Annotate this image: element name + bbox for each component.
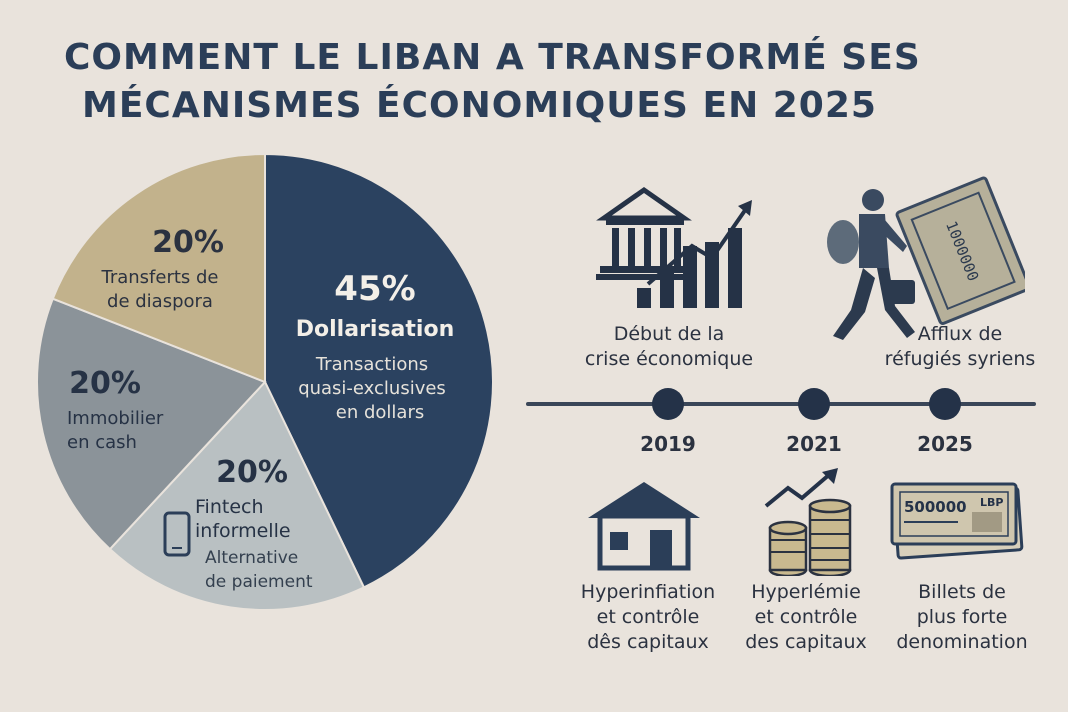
- pie-slice-immobilier: [36, 297, 267, 551]
- year-2021: 2021: [786, 432, 842, 456]
- label-afflux-refugies: Afflux de réfugiés syriens: [870, 322, 1050, 372]
- slice-immobilier-percent: 20%: [69, 366, 141, 401]
- label-hyperlemie-line-2: et contrôle: [754, 606, 858, 628]
- banknotes-icon: 500000 LBP: [890, 482, 1024, 560]
- label-billets-line-2: plus forte: [916, 606, 1008, 628]
- slice-fintech-percent: 20%: [216, 455, 288, 490]
- timeline-dot-2025: [929, 388, 961, 420]
- banknote-currency: LBP: [980, 496, 1003, 509]
- slice-transferts-name-1: Transferts de: [100, 267, 218, 288]
- slice-dollarisation-name: Dollarisation: [296, 317, 454, 342]
- pie-slice-dollarisation: [264, 152, 494, 589]
- label-hyperlemie: Hyperlémie et contrôle des capitaux: [716, 580, 896, 655]
- page-title: COMMENT LE LIBAN A TRANSFORMÉ SES MÉCANI…: [64, 34, 1044, 130]
- slice-immobilier-name-1: Immobilier: [67, 408, 164, 429]
- slice-dollarisation-percent: 45%: [334, 269, 415, 309]
- label-debut-crise-line-2: crise économique: [584, 348, 754, 370]
- label-afflux-line-2: réfugiés syriens: [884, 348, 1036, 370]
- coins-growth-icon: [764, 468, 852, 576]
- slice-fintech-name-2: informelle: [195, 520, 291, 542]
- slice-transferts-percent: 20%: [152, 225, 224, 260]
- label-hyperinflation-line-2: et contrôle: [596, 606, 700, 628]
- title-line-1: COMMENT LE LIBAN A TRANSFORMÉ SES: [64, 37, 921, 78]
- house-icon: [588, 482, 700, 571]
- slice-dollarisation-desc-1: Transactions: [315, 354, 428, 375]
- title-line-2: MÉCANISMES ÉCONOMIQUES EN 2025: [82, 85, 877, 126]
- label-billets-line-1: Billets de: [918, 581, 1006, 603]
- slice-dollarisation-desc-3: en dollars: [336, 402, 424, 423]
- year-2025: 2025: [917, 432, 973, 456]
- label-billets-line-3: denomination: [896, 631, 1028, 653]
- label-afflux-line-1: Afflux de: [917, 323, 1003, 345]
- pie-slice-fintech: [108, 380, 366, 611]
- refugee-icon: 1000000: [827, 176, 1025, 340]
- label-hyperinflation-line-1: Hyperinfiation: [580, 581, 716, 603]
- pie-slices: [36, 152, 494, 611]
- timeline-dot-2021: [798, 388, 830, 420]
- slice-transferts-name-2: de diaspora: [107, 291, 213, 312]
- label-billets: Billets de plus forte denomination: [872, 580, 1052, 655]
- pie-slice-transferts: [51, 152, 266, 384]
- slice-fintech-name-1: Fintech: [195, 496, 264, 518]
- year-2019: 2019: [640, 432, 696, 456]
- slice-immobilier-name-2: en cash: [67, 432, 137, 453]
- phone-icon: [163, 511, 191, 557]
- label-hyperinflation-line-3: dês capitaux: [587, 631, 709, 653]
- bank-growth-icon: [596, 186, 752, 308]
- label-debut-crise-line-1: Début de la: [613, 323, 725, 345]
- timeline-dot-2019: [652, 388, 684, 420]
- label-hyperlemie-line-1: Hyperlémie: [751, 581, 861, 603]
- label-hyperinflation: Hyperinfiation et contrôle dês capitaux: [548, 580, 748, 655]
- slice-fintech-desc-2: de paiement: [205, 572, 313, 592]
- slice-fintech-desc-1: Alternative: [205, 548, 298, 568]
- label-debut-crise: Début de la crise économique: [574, 322, 764, 372]
- banknote-amount: 500000: [904, 498, 967, 516]
- label-hyperlemie-line-3: des capitaux: [745, 631, 867, 653]
- slice-dollarisation-desc-2: quasi-exclusives: [298, 378, 446, 399]
- timeline-axis: [526, 388, 1036, 420]
